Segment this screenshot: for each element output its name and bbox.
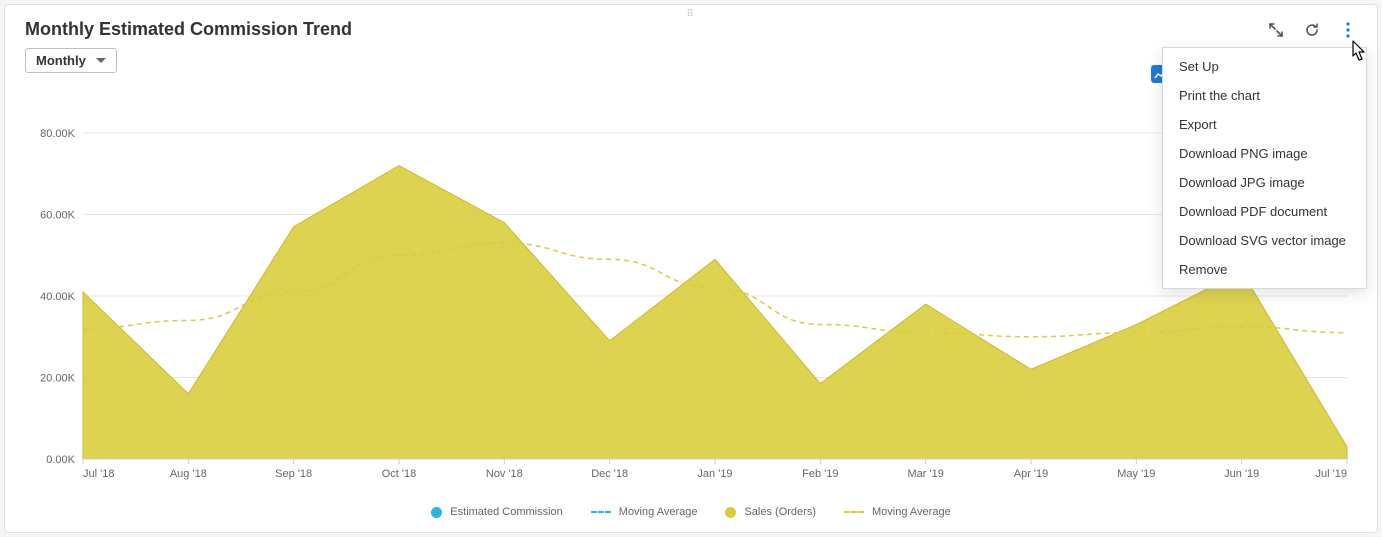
commission-trend-chart: 0.00K 20.00K 40.00K 60.00K 80.00K Jul '18 Aug … — [25, 105, 1357, 487]
menu-item-print-the-chart[interactable]: Print the chart — [1163, 81, 1366, 110]
svg-text:Aug '18: Aug '18 — [170, 468, 207, 480]
drag-handle-icon[interactable]: ⠿ — [686, 9, 695, 20]
legend-item-sales-orders[interactable]: Sales (Orders) — [725, 506, 816, 518]
granularity-dropdown[interactable]: Monthly — [25, 48, 117, 73]
legend-item-estimated-commission[interactable]: Estimated Commission — [431, 506, 562, 518]
svg-text:0.00K: 0.00K — [46, 454, 75, 466]
svg-text:Jan '19: Jan '19 — [697, 468, 732, 480]
menu-item-download-jpg-image[interactable]: Download JPG image — [1163, 168, 1366, 197]
legend-dash-icon — [844, 511, 864, 513]
legend-label: Moving Average — [872, 506, 951, 518]
menu-item-download-pdf-document[interactable]: Download PDF document — [1163, 197, 1366, 226]
svg-text:Jul '19: Jul '19 — [1316, 468, 1347, 480]
menu-item-set-up[interactable]: Set Up — [1163, 52, 1366, 81]
granularity-dropdown-label: Monthly — [36, 53, 86, 68]
menu-item-download-svg-vector-image[interactable]: Download SVG vector image — [1163, 226, 1366, 255]
legend-item-moving-average-2[interactable]: Moving Average — [844, 506, 951, 518]
svg-text:Sep '18: Sep '18 — [275, 468, 312, 480]
svg-text:Oct '18: Oct '18 — [382, 468, 417, 480]
legend-dot-icon — [725, 507, 736, 518]
chart-context-menu: Set UpPrint the chartExportDownload PNG … — [1162, 47, 1367, 289]
chart-panel: ⠿ Monthly Estimated Commission Trend Mon… — [4, 4, 1378, 533]
legend-label: Sales (Orders) — [744, 506, 816, 518]
expand-icon[interactable] — [1267, 21, 1285, 39]
svg-text:20.00K: 20.00K — [40, 373, 76, 385]
menu-item-download-png-image[interactable]: Download PNG image — [1163, 139, 1366, 168]
svg-text:60.00K: 60.00K — [40, 210, 76, 222]
svg-text:Jul '18: Jul '18 — [83, 468, 114, 480]
menu-item-remove[interactable]: Remove — [1163, 255, 1366, 284]
refresh-icon[interactable] — [1303, 21, 1321, 39]
chevron-down-icon — [96, 58, 106, 63]
more-options-icon[interactable] — [1339, 21, 1357, 39]
legend-label: Moving Average — [619, 506, 698, 518]
svg-text:40.00K: 40.00K — [40, 291, 76, 303]
menu-item-export[interactable]: Export — [1163, 110, 1366, 139]
svg-text:Nov '18: Nov '18 — [486, 468, 523, 480]
svg-text:Mar '19: Mar '19 — [907, 468, 943, 480]
legend-dash-icon — [591, 511, 611, 513]
panel-title: Monthly Estimated Commission Trend — [25, 19, 1267, 40]
chart-legend: Estimated Commission Moving Average Sale… — [5, 506, 1377, 518]
legend-label: Estimated Commission — [450, 506, 562, 518]
legend-item-moving-average-1[interactable]: Moving Average — [591, 506, 698, 518]
chart-area: 0.00K 20.00K 40.00K 60.00K 80.00K Jul '18 Aug … — [25, 105, 1357, 487]
svg-text:Apr '19: Apr '19 — [1014, 468, 1049, 480]
svg-text:May '19: May '19 — [1117, 468, 1155, 480]
legend-dot-icon — [431, 507, 442, 518]
panel-toolbar — [1267, 21, 1357, 39]
svg-text:Jun '19: Jun '19 — [1224, 468, 1259, 480]
svg-text:Feb '19: Feb '19 — [802, 468, 838, 480]
svg-text:80.00K: 80.00K — [40, 128, 76, 140]
svg-text:Dec '18: Dec '18 — [591, 468, 628, 480]
